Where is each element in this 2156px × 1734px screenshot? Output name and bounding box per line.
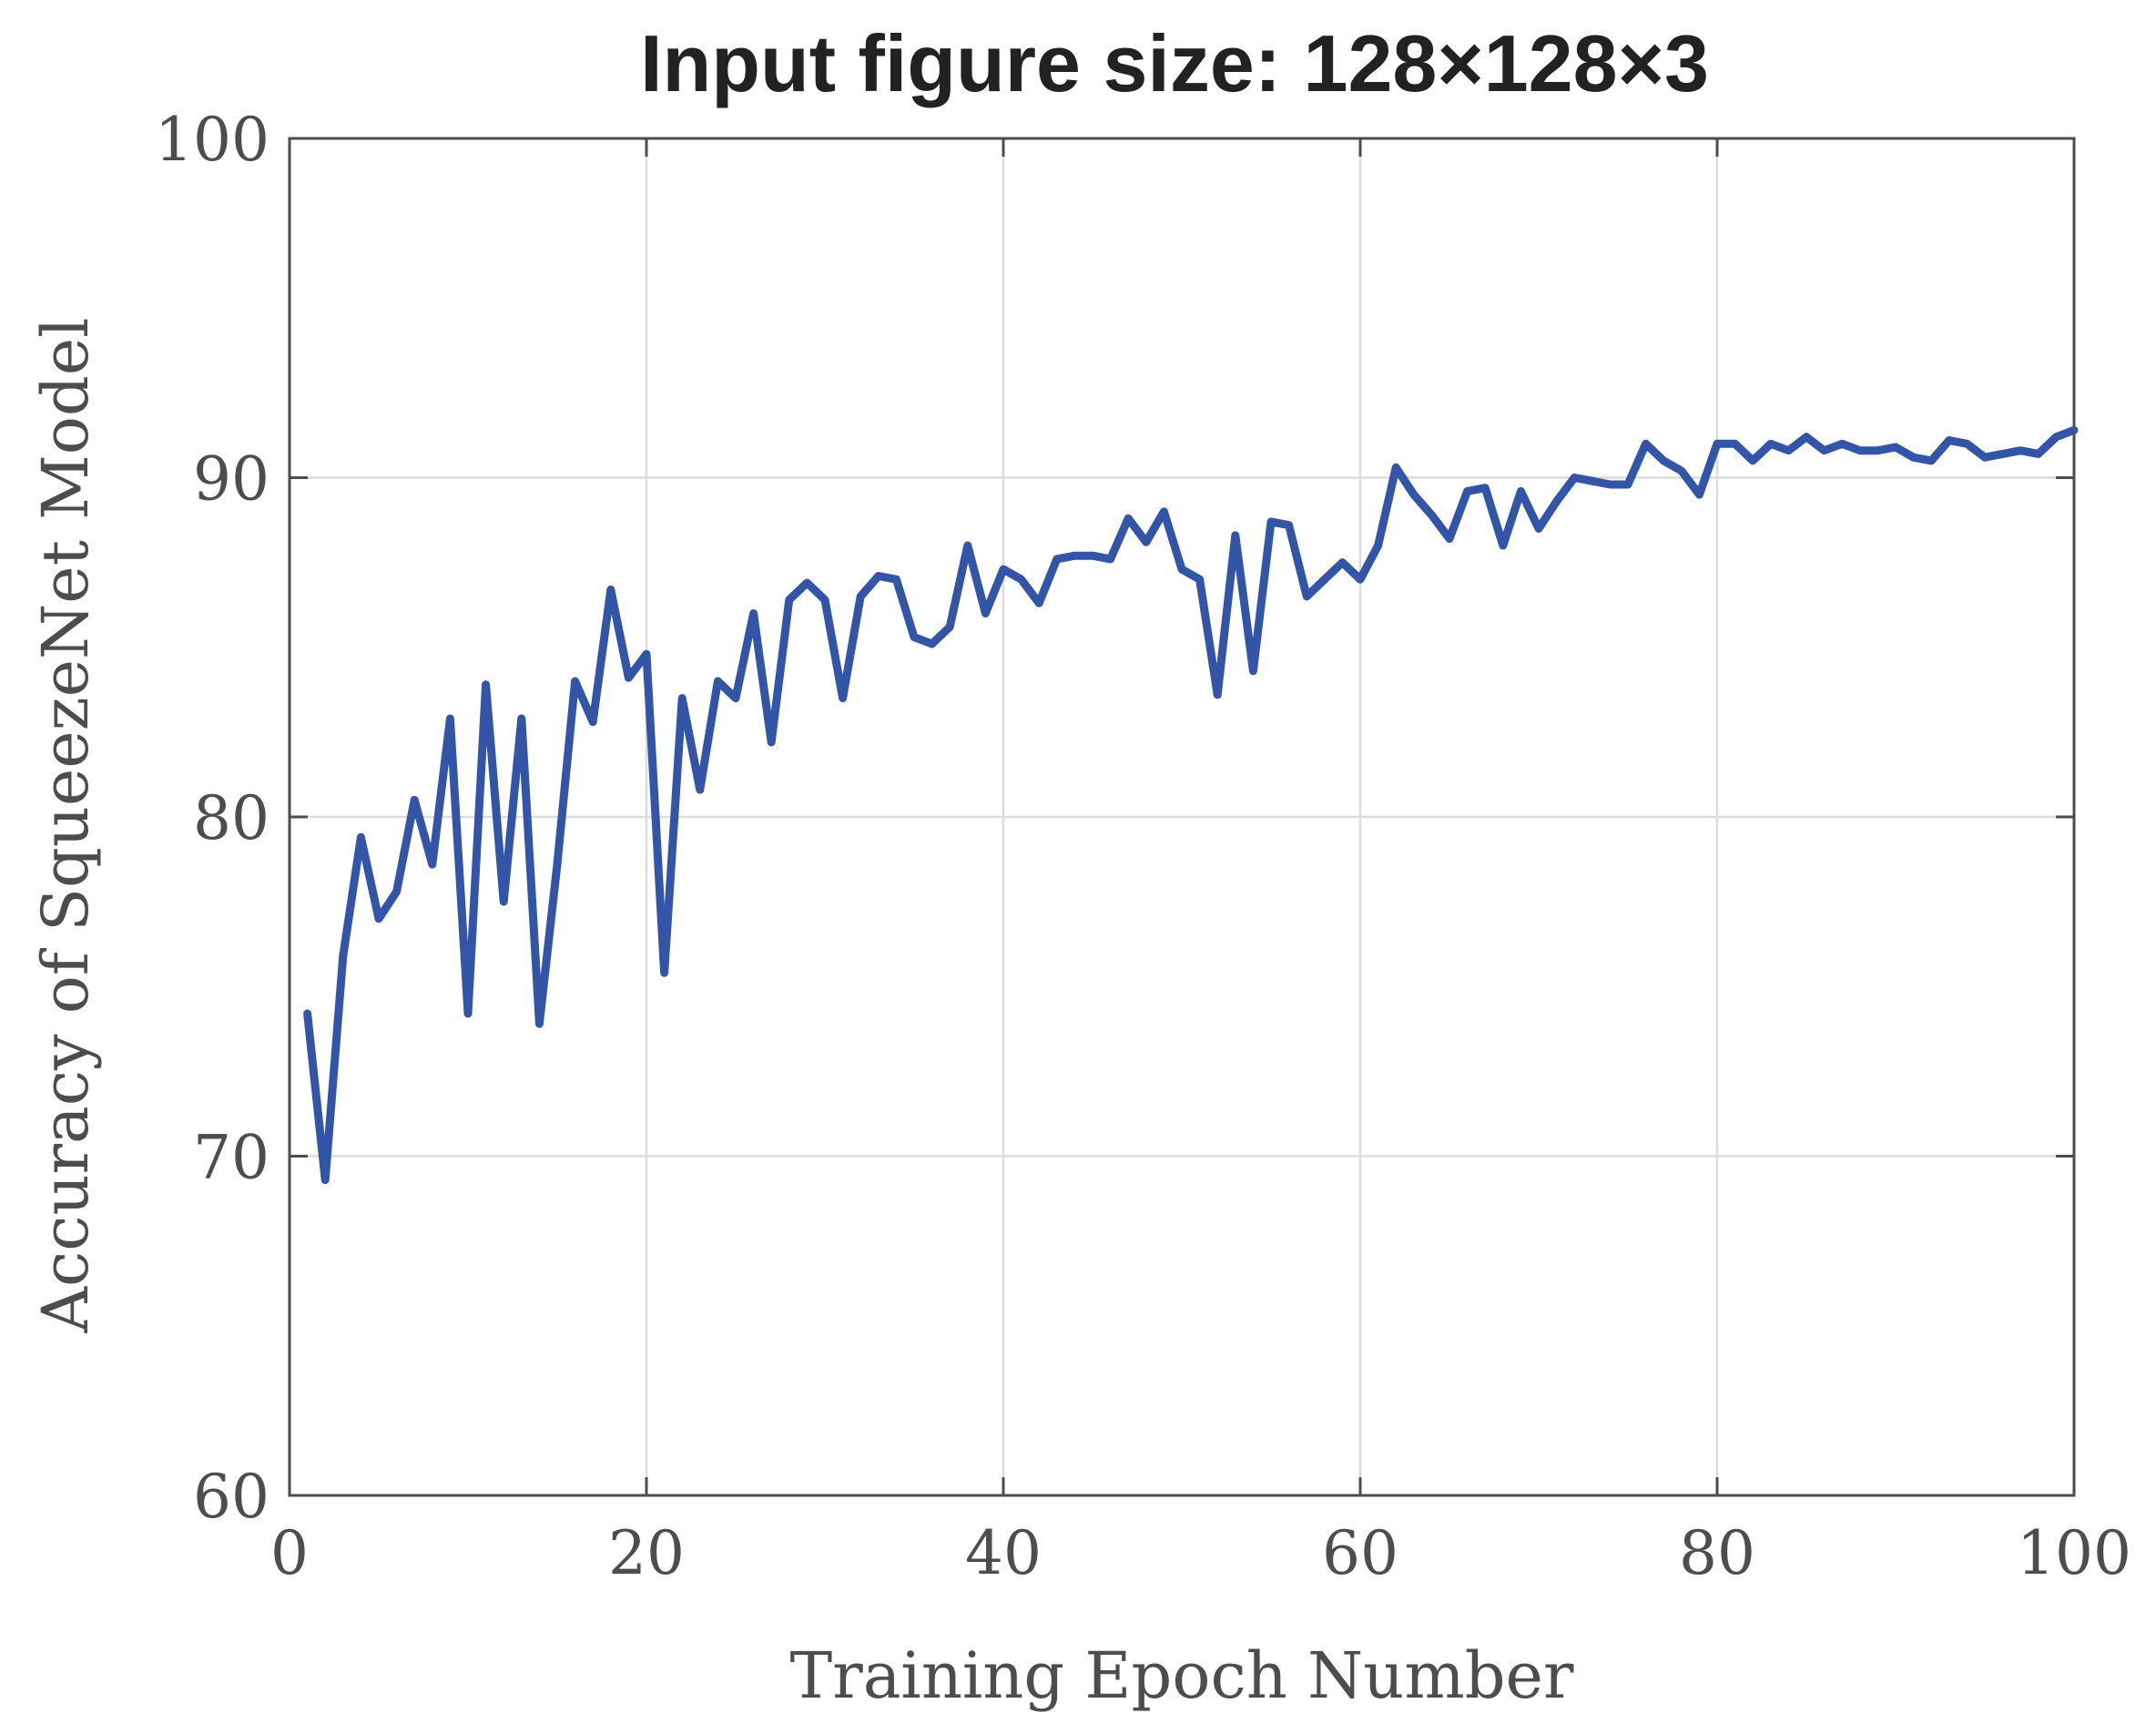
x-tick-label: 100 xyxy=(2017,1518,2131,1588)
chart-title: Input figure size: 128×128×3 xyxy=(640,18,1709,108)
x-tick-label: 0 xyxy=(270,1518,309,1588)
y-tick-label: 100 xyxy=(155,105,270,175)
x-tick-label: 20 xyxy=(608,1518,685,1588)
tick-labels: 0 20 40 60 80 100 60 70 80 90 100 xyxy=(155,105,2131,1588)
series-line-accuracy xyxy=(303,425,2079,1185)
grid xyxy=(290,138,2074,1495)
axis-ticks xyxy=(288,137,2076,1497)
y-tick-label: 80 xyxy=(193,783,270,853)
x-tick-label: 60 xyxy=(1322,1518,1398,1588)
y-axis-label: Accuracy of SqueezeNet Model xyxy=(28,317,103,1333)
x-axis-label: Training Epoch Number xyxy=(790,1638,1574,1713)
x-tick-label: 80 xyxy=(1679,1518,1755,1588)
y-tick-label: 70 xyxy=(193,1123,270,1193)
y-tick-label: 60 xyxy=(193,1462,270,1532)
y-tick-label: 90 xyxy=(193,444,270,515)
x-tick-label: 40 xyxy=(965,1518,1042,1588)
